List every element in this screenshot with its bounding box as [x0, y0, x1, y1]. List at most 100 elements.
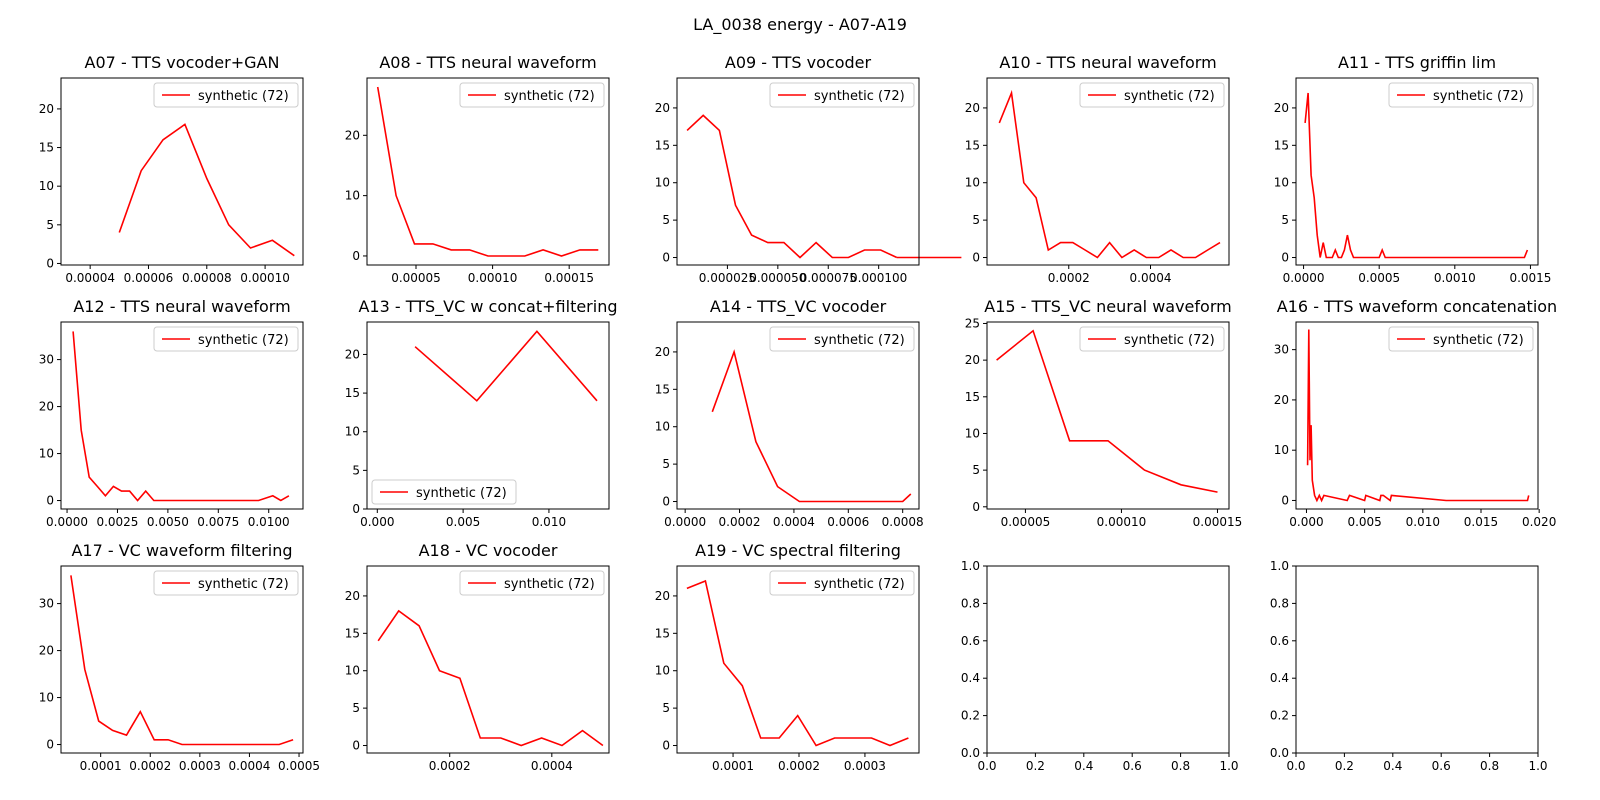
x-tick-label: 0.0000 — [46, 515, 88, 529]
axes-frame — [676, 77, 920, 266]
x-tick-label: 0.0004 — [531, 759, 573, 773]
y-tick-label: 20 — [39, 644, 54, 658]
y-tick-label: 1.0 — [1270, 559, 1289, 573]
y-tick-label: 5 — [46, 218, 54, 232]
y-tick-label: 0 — [972, 500, 980, 514]
y-tick-label: 5 — [662, 457, 670, 471]
axes-frame — [60, 565, 304, 754]
x-tick-label: 0.005 — [1347, 515, 1381, 529]
x-tick-label: 0.005 — [446, 515, 480, 529]
y-tick-label: 10 — [965, 426, 980, 440]
axes-frame — [60, 77, 304, 266]
legend-box — [1079, 326, 1225, 352]
legend-label: synthetic (72) — [814, 89, 905, 104]
x-tick-label: 0.0 — [977, 759, 996, 773]
subplot-title: A14 - TTS_VC vocoder — [710, 297, 887, 317]
x-tick-label: 0.00010 — [1097, 515, 1147, 529]
y-tick-label: 10 — [39, 691, 54, 705]
axes-frame — [366, 321, 610, 510]
x-tick-label: 0.0004 — [1130, 271, 1172, 285]
subplot-7: A13 - TTS_VC w concat+filtering 0.000 0.00… — [345, 297, 618, 529]
x-tick-label: 0.0100 — [248, 515, 290, 529]
legend: synthetic (72) — [769, 326, 915, 352]
axes-frame — [1295, 565, 1539, 754]
x-tick-label: 0.0002 — [429, 759, 471, 773]
axes-frame — [676, 321, 920, 510]
legend-box — [769, 326, 915, 352]
y-tick-label: 10 — [1274, 176, 1289, 190]
y-tick-label: 0 — [46, 494, 54, 508]
series-line — [377, 609, 604, 747]
series-line — [998, 89, 1221, 259]
subplot-title: A09 - TTS vocoder — [725, 53, 872, 72]
legend: synthetic (72) — [1079, 82, 1225, 108]
x-tick-label: 0.8 — [1480, 759, 1499, 773]
legend: synthetic (72) — [769, 82, 915, 108]
y-tick-label: 10 — [1274, 443, 1289, 457]
x-tick-label: 0.0008 — [882, 515, 924, 529]
legend-box — [371, 479, 517, 505]
series-line — [376, 86, 599, 257]
y-tick-label: 15 — [345, 386, 360, 400]
legend: synthetic (72) — [459, 570, 605, 596]
figure-title: LA_0038 energy - A07-A19 — [693, 15, 907, 35]
x-tick-label: 1.0 — [1219, 759, 1238, 773]
legend-box — [1388, 326, 1534, 352]
subplot-4: A10 - TTS neural waveform 0.0002 0.0004 0 5 1… — [965, 53, 1230, 285]
y-tick-label: 0 — [46, 738, 54, 752]
legend-label: synthetic (72) — [198, 577, 289, 592]
x-tick-label: 0.0000 — [1283, 271, 1325, 285]
subplot-title: A11 - TTS griffin lim — [1338, 53, 1496, 72]
x-tick-label: 0.0000 — [664, 515, 706, 529]
y-tick-label: 10 — [965, 176, 980, 190]
y-tick-label: 10 — [345, 425, 360, 439]
y-tick-label: 5 — [352, 463, 360, 477]
x-tick-label: 0.0002 — [129, 759, 171, 773]
y-tick-label: 0 — [662, 739, 670, 753]
x-tick-label: 0.4 — [1383, 759, 1402, 773]
series-line — [686, 579, 909, 747]
subplot-title: A18 - VC vocoder — [419, 541, 558, 560]
y-tick-label: 5 — [972, 213, 980, 227]
x-tick-label: 0.015 — [1464, 515, 1498, 529]
x-tick-label: 0.6 — [1432, 759, 1451, 773]
y-tick-label: 0.8 — [1270, 596, 1289, 610]
x-tick-label: 0.000 — [1289, 515, 1323, 529]
y-tick-label: 0.6 — [961, 634, 980, 648]
x-tick-label: 0.00005 — [391, 271, 441, 285]
y-tick-label: 20 — [345, 128, 360, 142]
subplot-title: A16 - TTS waveform concatenation — [1277, 297, 1557, 316]
subplot-8: A14 - TTS_VC vocoder 0.0000 0.0002 0.0004 0.… — [655, 297, 924, 529]
y-tick-label: 15 — [655, 138, 670, 152]
x-tick-label: 0.000075 — [800, 271, 857, 285]
y-tick-label: 15 — [655, 382, 670, 396]
legend-box — [1388, 82, 1534, 108]
x-tick-label: 0.000100 — [850, 271, 907, 285]
subplot-12: A18 - VC vocoder 0.0002 0.0004 0 5 10 15 20 synt… — [345, 541, 610, 773]
subplot-14: 0.0 0.2 0.4 0.6 0.8 1.0 0.0 0.2 0.4 0.6 0.8 1.0 — [961, 559, 1239, 773]
x-tick-label: 0.00015 — [544, 271, 594, 285]
x-tick-label: 0.4 — [1074, 759, 1093, 773]
y-tick-label: 20 — [1274, 393, 1289, 407]
y-tick-label: 10 — [39, 447, 54, 461]
legend-label: synthetic (72) — [198, 89, 289, 104]
x-tick-label: 0.0002 — [778, 759, 820, 773]
y-tick-label: 15 — [655, 626, 670, 640]
y-tick-label: 15 — [345, 626, 360, 640]
y-tick-label: 0 — [662, 495, 670, 509]
y-tick-label: 5 — [662, 213, 670, 227]
y-tick-label: 0 — [662, 251, 670, 265]
y-tick-label: 5 — [352, 701, 360, 715]
axes-frame — [366, 77, 610, 266]
x-tick-label: 0.0 — [1286, 759, 1305, 773]
legend: synthetic (72) — [1388, 326, 1534, 352]
x-tick-label: 0.00010 — [468, 271, 518, 285]
y-tick-label: 0 — [352, 502, 360, 516]
legend-label: synthetic (72) — [1124, 333, 1215, 348]
x-tick-label: 0.0075 — [197, 515, 239, 529]
x-tick-label: 0.00006 — [124, 271, 174, 285]
legend: synthetic (72) — [371, 479, 517, 505]
y-tick-label: 15 — [965, 138, 980, 152]
y-tick-label: 20 — [965, 101, 980, 115]
series-line — [414, 330, 598, 402]
